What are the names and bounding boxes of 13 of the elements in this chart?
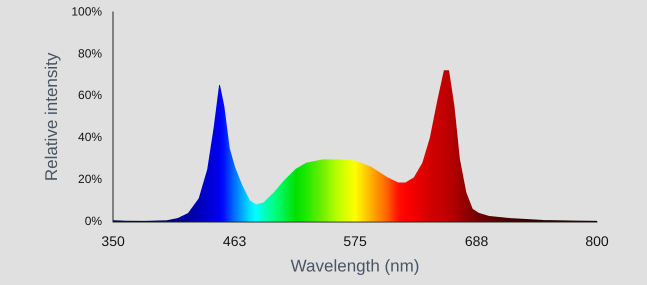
y-tick-label: 80%	[78, 46, 102, 60]
x-tick-label: 463	[222, 233, 246, 250]
y-axis-title: Relative intensity	[42, 52, 61, 182]
y-tick-label: 100%	[71, 4, 102, 18]
y-tick-label: 0%	[84, 214, 102, 228]
x-tick-label: 350	[101, 233, 125, 250]
x-axis-title: Wavelength (nm)	[290, 256, 420, 276]
y-tick-label: 40%	[78, 130, 102, 144]
x-tick-label: 800	[585, 233, 609, 250]
y-tick-label: 60%	[78, 88, 102, 102]
x-tick-label: 688	[464, 233, 488, 250]
x-tick-label: 575	[343, 233, 367, 250]
y-tick-label: 20%	[78, 172, 102, 186]
